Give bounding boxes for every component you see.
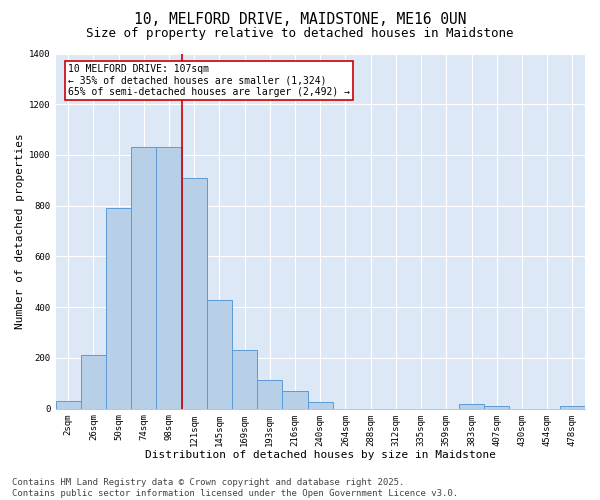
Bar xyxy=(560,406,585,408)
X-axis label: Distribution of detached houses by size in Maidstone: Distribution of detached houses by size … xyxy=(145,450,496,460)
Bar xyxy=(56,401,81,408)
Bar xyxy=(157,148,182,408)
Text: Contains HM Land Registry data © Crown copyright and database right 2025.
Contai: Contains HM Land Registry data © Crown c… xyxy=(12,478,458,498)
Bar xyxy=(257,380,283,408)
Text: Size of property relative to detached houses in Maidstone: Size of property relative to detached ho… xyxy=(86,28,514,40)
Bar xyxy=(459,404,484,408)
Bar xyxy=(308,402,333,408)
Bar xyxy=(182,178,207,408)
Bar xyxy=(232,350,257,408)
Bar xyxy=(484,406,509,408)
Bar xyxy=(81,356,106,408)
Bar xyxy=(131,148,157,408)
Bar xyxy=(106,208,131,408)
Bar xyxy=(207,300,232,408)
Y-axis label: Number of detached properties: Number of detached properties xyxy=(15,133,25,329)
Text: 10, MELFORD DRIVE, MAIDSTONE, ME16 0UN: 10, MELFORD DRIVE, MAIDSTONE, ME16 0UN xyxy=(134,12,466,28)
Text: 10 MELFORD DRIVE: 107sqm
← 35% of detached houses are smaller (1,324)
65% of sem: 10 MELFORD DRIVE: 107sqm ← 35% of detach… xyxy=(68,64,350,97)
Bar xyxy=(283,391,308,408)
